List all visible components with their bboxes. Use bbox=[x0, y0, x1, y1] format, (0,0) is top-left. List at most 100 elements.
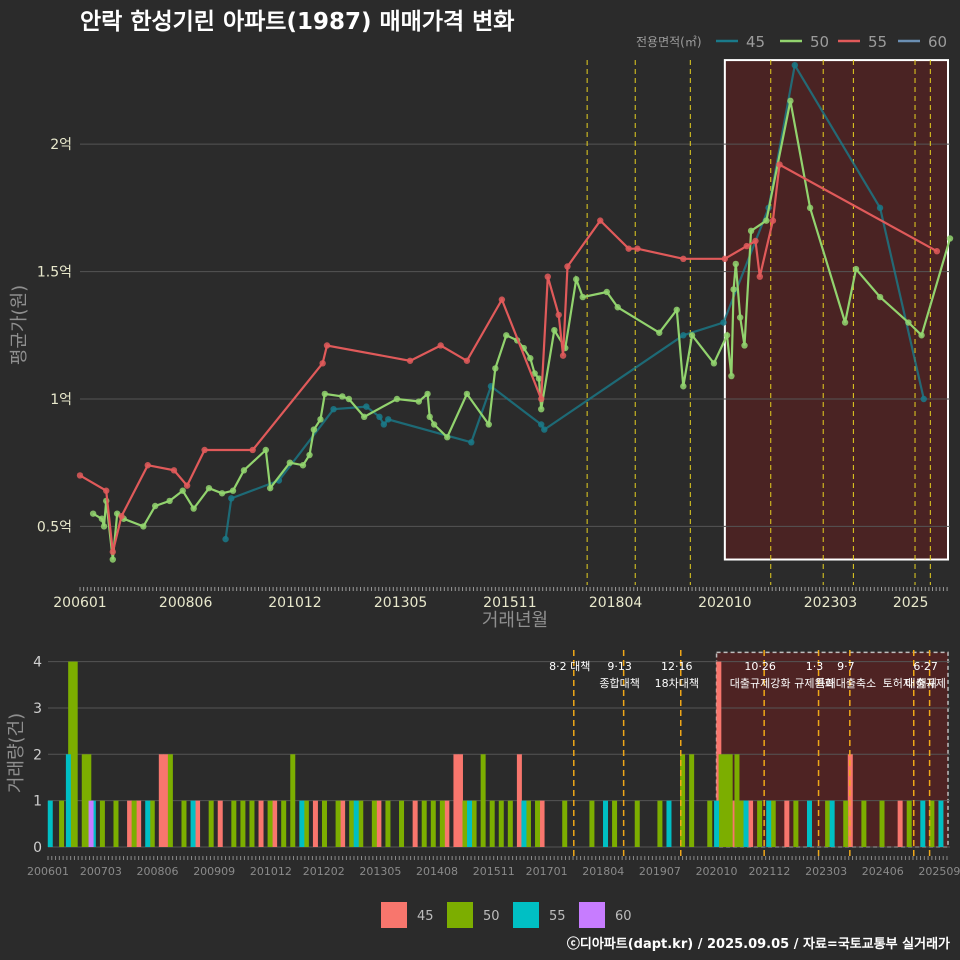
data-point-50 bbox=[503, 332, 510, 339]
data-point-55 bbox=[437, 342, 444, 349]
data-point-50 bbox=[673, 306, 680, 314]
data-point-55 bbox=[721, 255, 729, 263]
data-point-55 bbox=[597, 217, 604, 224]
data-point-45 bbox=[385, 416, 392, 423]
data-point-50 bbox=[339, 393, 346, 400]
policy-annotation: 12·16 bbox=[661, 660, 693, 673]
data-point-50 bbox=[140, 523, 147, 530]
volume-bar-50 bbox=[113, 800, 119, 847]
volume-bar-50 bbox=[321, 800, 327, 847]
volume-bar-45 bbox=[340, 800, 346, 847]
volume-bar-50 bbox=[167, 754, 173, 847]
volume-bar-50 bbox=[462, 800, 468, 847]
policy-annotation: 10·26 bbox=[744, 660, 776, 673]
volume-bar-50 bbox=[430, 800, 436, 847]
data-point-55 bbox=[170, 467, 178, 474]
data-point-45 bbox=[920, 395, 927, 403]
data-point-55 bbox=[743, 242, 750, 250]
volume-bar-50 bbox=[738, 800, 744, 847]
data-point-55 bbox=[752, 237, 759, 245]
data-point-50 bbox=[426, 413, 433, 421]
data-point-45 bbox=[468, 439, 475, 446]
data-point-55 bbox=[933, 248, 941, 255]
data-point-50 bbox=[747, 227, 755, 235]
volume-bar-45 bbox=[163, 754, 169, 847]
data-point-55 bbox=[144, 462, 151, 469]
volume-bar-55 bbox=[766, 800, 772, 847]
price-panel: 0.5억 1억 1.5억 2억 200601 200806 201012 201305 2015… bbox=[37, 59, 954, 611]
volume-x-tick: 200601 bbox=[27, 865, 69, 878]
data-point-50 bbox=[190, 505, 197, 512]
volume-y-tick: 0 bbox=[33, 840, 42, 856]
data-point-50 bbox=[492, 365, 499, 372]
x-tick-label: 2025 bbox=[893, 595, 929, 611]
bar-legend-label-60: 60 bbox=[615, 909, 632, 924]
data-point-50 bbox=[710, 360, 718, 367]
volume-bar-60 bbox=[88, 800, 94, 847]
policy-annotation: 토허제 해제 bbox=[883, 676, 937, 690]
volume-bar-50 bbox=[349, 800, 355, 847]
volume-bar-55 bbox=[190, 800, 196, 847]
volume-bar-50 bbox=[906, 800, 912, 847]
x-tick-label: 201511 bbox=[483, 595, 536, 611]
volume-bar-50 bbox=[489, 800, 495, 847]
volume-bar-45 bbox=[784, 800, 790, 847]
legend-label-60: 60 bbox=[928, 33, 947, 51]
volume-bar-50 bbox=[612, 800, 618, 847]
data-point-55 bbox=[538, 395, 545, 403]
volume-bar-45 bbox=[444, 800, 450, 847]
policy-annotation: 6·27 bbox=[913, 660, 938, 673]
volume-bar-55 bbox=[353, 800, 359, 847]
volume-bar-55 bbox=[47, 800, 53, 847]
volume-bar-45 bbox=[136, 800, 142, 847]
data-point-50 bbox=[787, 97, 794, 105]
volume-bar-50 bbox=[471, 800, 477, 847]
bar-legend-swatch-60 bbox=[579, 902, 605, 928]
data-point-55 bbox=[769, 217, 777, 224]
data-point-55 bbox=[564, 263, 571, 270]
volume-bar-50 bbox=[507, 800, 513, 847]
credit-text: ⓒ디아파트(dapt.kr) / 2025.09.05 / 자료=국토교통부 실… bbox=[567, 936, 950, 952]
data-point-50 bbox=[299, 462, 307, 469]
volume-x-tick: 202303 bbox=[805, 865, 847, 878]
volume-bar-55 bbox=[938, 800, 944, 847]
volume-bar-50 bbox=[208, 800, 214, 847]
data-point-45 bbox=[380, 421, 388, 428]
x-axis-title: 거래년월 bbox=[482, 610, 548, 631]
volume-bar-50 bbox=[793, 800, 799, 847]
volume-bar-45 bbox=[272, 800, 278, 847]
volume-bar-45 bbox=[897, 800, 903, 847]
volume-bar-50 bbox=[689, 754, 695, 847]
volume-x-tick: 201804 bbox=[582, 865, 624, 878]
data-point-45 bbox=[541, 426, 548, 433]
volume-bar-55 bbox=[714, 800, 720, 847]
data-point-50 bbox=[688, 332, 696, 339]
y-tick-label: 1억 bbox=[50, 392, 72, 408]
volume-bar-45 bbox=[312, 800, 318, 847]
volume-bar-50 bbox=[240, 800, 246, 847]
policy-annotation: 8·2 대책 bbox=[549, 660, 590, 673]
x-tick-label: 202303 bbox=[804, 595, 857, 611]
data-point-50 bbox=[730, 286, 737, 293]
volume-bar-55 bbox=[65, 754, 71, 847]
data-point-50 bbox=[240, 467, 248, 474]
data-point-50 bbox=[424, 390, 431, 398]
volume-x-tick: 202010 bbox=[696, 865, 738, 878]
line-legend: 전용면적(㎡) 45 50 55 60 bbox=[636, 33, 947, 51]
data-point-55 bbox=[559, 352, 567, 359]
volume-bar-50 bbox=[562, 800, 568, 847]
x-tick-label: 202010 bbox=[698, 595, 751, 611]
data-point-50 bbox=[538, 405, 545, 413]
data-point-50 bbox=[573, 276, 580, 283]
data-point-55 bbox=[323, 342, 331, 349]
volume-bar-55 bbox=[299, 800, 305, 847]
data-point-50 bbox=[806, 204, 814, 212]
data-point-50 bbox=[918, 332, 925, 339]
volume-bar-50 bbox=[589, 800, 595, 847]
data-point-50 bbox=[109, 556, 116, 563]
volume-bar-50 bbox=[718, 754, 724, 847]
volume-bar-50 bbox=[281, 800, 287, 847]
data-point-55 bbox=[201, 446, 208, 454]
data-point-50 bbox=[614, 304, 621, 311]
